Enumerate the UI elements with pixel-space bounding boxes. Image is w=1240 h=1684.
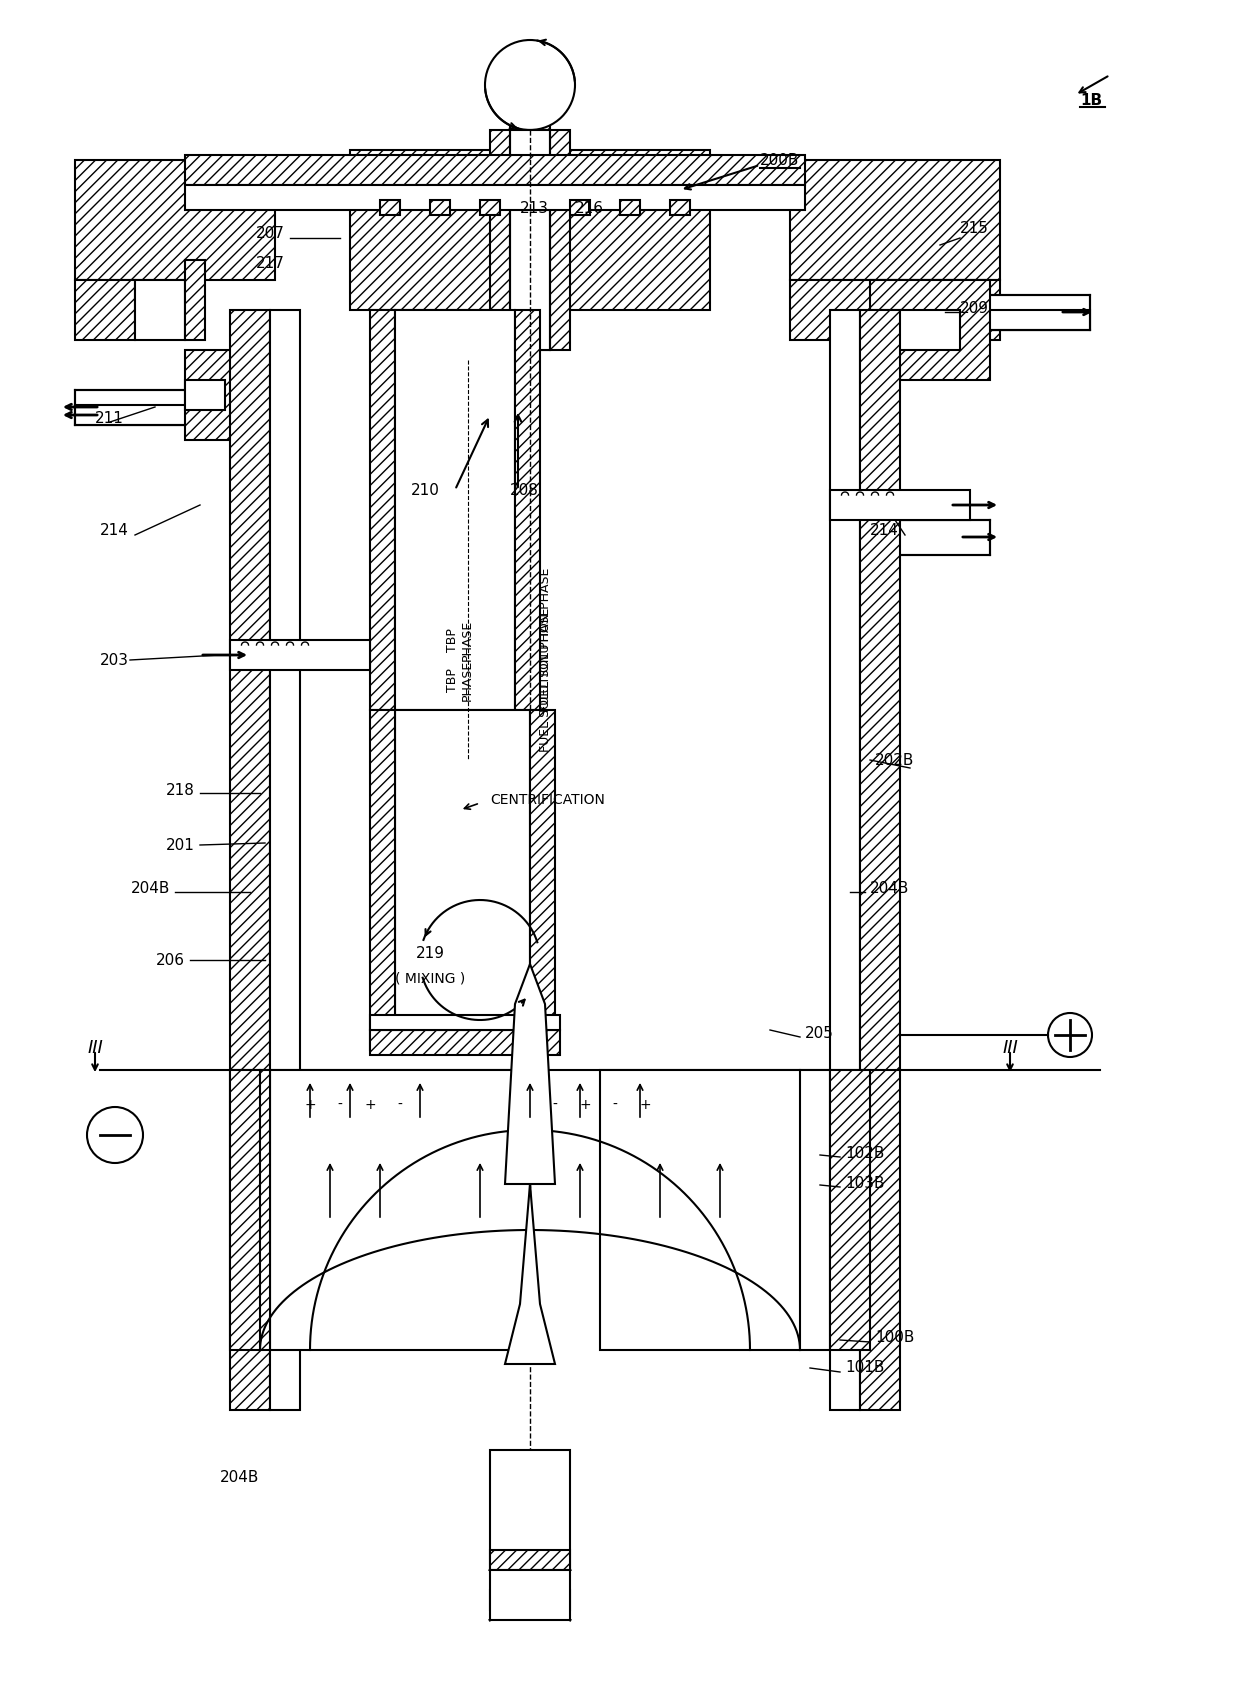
Text: +: + xyxy=(579,1098,590,1111)
Bar xyxy=(861,310,900,1410)
Bar xyxy=(490,1590,570,1610)
Text: 201: 201 xyxy=(166,837,195,852)
Text: 202B: 202B xyxy=(875,753,914,768)
Text: 218: 218 xyxy=(166,783,195,798)
Text: +: + xyxy=(304,1098,316,1111)
Bar xyxy=(510,130,551,350)
Bar xyxy=(185,185,805,210)
Circle shape xyxy=(87,1106,143,1164)
Text: TBP
PHASE: TBP PHASE xyxy=(446,660,474,701)
Text: -: - xyxy=(613,1098,618,1111)
Bar xyxy=(135,280,185,340)
Text: 203: 203 xyxy=(100,652,129,667)
Bar xyxy=(529,711,556,1051)
Bar xyxy=(270,310,300,1410)
Bar xyxy=(74,160,275,280)
Text: 216: 216 xyxy=(575,200,604,216)
Text: -: - xyxy=(553,1098,558,1111)
Bar xyxy=(396,310,515,711)
Bar xyxy=(270,1069,529,1351)
Bar xyxy=(229,310,270,1410)
Bar xyxy=(510,61,551,140)
Bar xyxy=(379,200,401,216)
Bar xyxy=(620,200,640,216)
Bar xyxy=(430,200,450,216)
Text: TBP
PHASE: TBP PHASE xyxy=(446,620,474,660)
Bar xyxy=(185,259,205,340)
Bar xyxy=(396,711,529,1051)
Bar xyxy=(950,310,1090,330)
Text: 100B: 100B xyxy=(875,1330,914,1346)
Text: 209: 209 xyxy=(960,300,990,315)
Text: +: + xyxy=(639,1098,651,1111)
Text: 217: 217 xyxy=(257,256,285,271)
Text: 208: 208 xyxy=(510,483,539,497)
Bar xyxy=(960,295,1090,330)
Bar xyxy=(370,310,396,711)
Bar xyxy=(490,130,570,350)
Text: 204B: 204B xyxy=(130,881,170,896)
Bar xyxy=(350,150,711,310)
Text: 214: 214 xyxy=(870,522,899,537)
Bar xyxy=(830,1069,870,1351)
Circle shape xyxy=(485,40,575,130)
Bar xyxy=(490,1450,570,1569)
Text: III: III xyxy=(1002,1039,1018,1058)
Text: 205: 205 xyxy=(805,1026,833,1041)
Bar xyxy=(185,350,250,440)
Text: 219: 219 xyxy=(415,945,444,960)
Bar xyxy=(74,404,215,424)
Bar xyxy=(490,1569,570,1620)
Text: -: - xyxy=(398,1098,403,1111)
Bar xyxy=(185,155,805,185)
Bar xyxy=(480,200,500,216)
Bar xyxy=(229,640,370,670)
Bar xyxy=(870,310,960,350)
Polygon shape xyxy=(505,963,556,1184)
Bar xyxy=(870,520,990,556)
Bar xyxy=(370,1015,560,1031)
Bar xyxy=(370,1031,560,1054)
Bar xyxy=(790,160,999,280)
Text: III: III xyxy=(87,1039,103,1058)
Polygon shape xyxy=(505,1184,556,1364)
Text: FUEL SOLUTION PHASE: FUEL SOLUTION PHASE xyxy=(538,568,552,712)
Text: 206: 206 xyxy=(156,953,185,968)
Bar xyxy=(490,1549,570,1569)
Bar xyxy=(74,391,205,424)
Text: CENTRIFICATION: CENTRIFICATION xyxy=(490,793,605,807)
Text: 204B: 204B xyxy=(870,881,909,896)
Text: 207: 207 xyxy=(257,226,285,241)
Bar xyxy=(229,1069,270,1351)
Text: 1B: 1B xyxy=(1080,93,1102,108)
Text: FUEL SOLUTION PHASE: FUEL SOLUTION PHASE xyxy=(538,608,552,753)
Bar xyxy=(515,310,539,711)
Text: 211: 211 xyxy=(95,411,124,426)
Text: -: - xyxy=(337,1098,342,1111)
Bar xyxy=(370,711,396,1051)
Bar xyxy=(790,280,999,340)
Text: 210: 210 xyxy=(412,483,440,497)
Circle shape xyxy=(1048,1014,1092,1058)
Text: 101B: 101B xyxy=(844,1361,884,1376)
Bar xyxy=(830,310,861,1410)
Text: 102B: 102B xyxy=(844,1145,884,1160)
Bar xyxy=(600,1069,830,1351)
Text: 200B: 200B xyxy=(760,153,800,167)
Text: 204B: 204B xyxy=(221,1470,259,1485)
Text: 213: 213 xyxy=(520,200,549,216)
Text: 103B: 103B xyxy=(844,1175,884,1191)
Bar xyxy=(185,381,224,409)
Bar xyxy=(570,200,590,216)
Text: ( MIXING ): ( MIXING ) xyxy=(394,972,465,985)
Bar xyxy=(830,490,970,520)
Bar xyxy=(74,280,135,340)
Bar xyxy=(670,200,689,216)
Text: 215: 215 xyxy=(960,221,988,236)
Text: 214: 214 xyxy=(100,522,129,537)
Text: +: + xyxy=(365,1098,376,1111)
Bar xyxy=(870,280,990,381)
